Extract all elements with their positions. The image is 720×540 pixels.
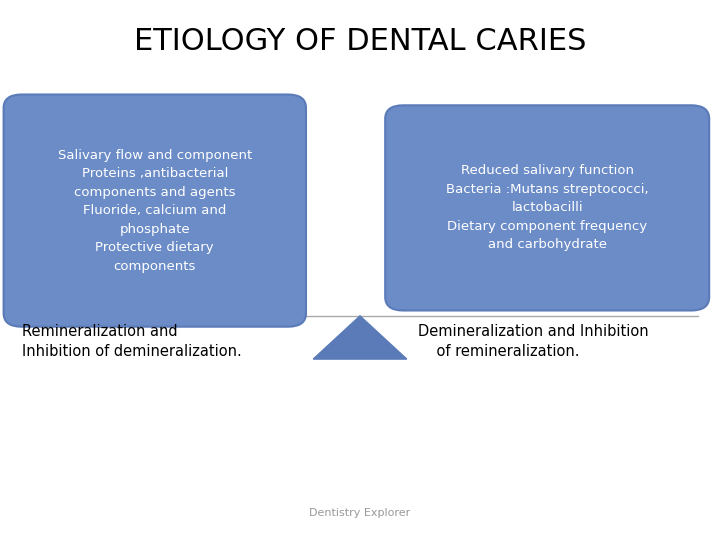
Text: Reduced salivary function
Bacteria :Mutans streptococci,
lactobacilli
Dietary co: Reduced salivary function Bacteria :Muta… (446, 164, 649, 252)
Polygon shape (313, 316, 407, 359)
Text: Demineralization and Inhibition
    of remineralization.: Demineralization and Inhibition of remin… (418, 324, 648, 359)
FancyBboxPatch shape (4, 94, 306, 327)
Text: Salivary flow and component
Proteins ,antibacterial
components and agents
Fluori: Salivary flow and component Proteins ,an… (58, 148, 252, 273)
Text: Dentistry Explorer: Dentistry Explorer (310, 508, 410, 518)
Text: Remineralization and
Inhibition of demineralization.: Remineralization and Inhibition of demin… (22, 324, 241, 359)
FancyBboxPatch shape (385, 105, 709, 310)
Text: ETIOLOGY OF DENTAL CARIES: ETIOLOGY OF DENTAL CARIES (134, 27, 586, 56)
